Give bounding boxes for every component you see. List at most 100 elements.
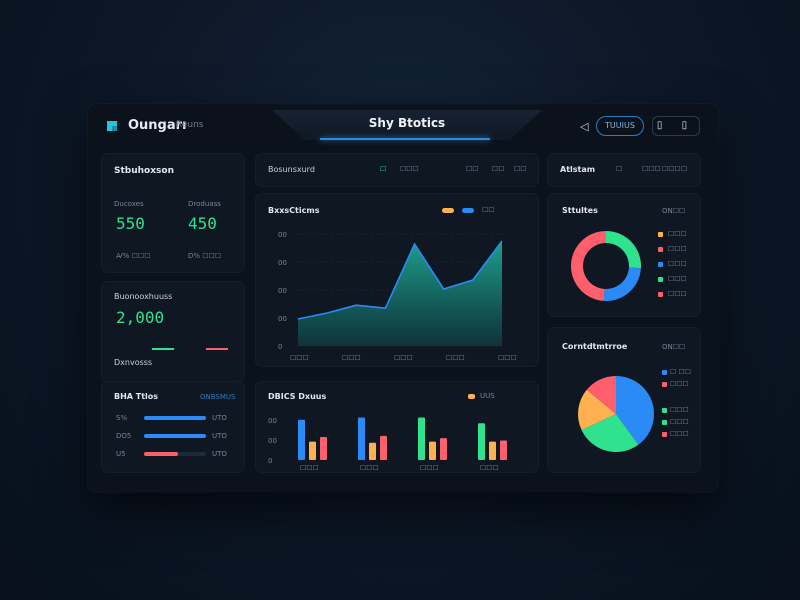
area-legend-text: ☐☐	[482, 206, 495, 214]
settings-card: Atlstam ☐ ☐☐☐ ☐☐☐☐	[548, 154, 700, 186]
tab-item[interactable]: ☐☐	[466, 165, 479, 173]
y-tick-label: 0	[268, 457, 272, 465]
balance-title: Buonooxhuuss	[114, 292, 173, 301]
pie-slice	[578, 389, 616, 431]
sources-row-value: UTO	[212, 432, 227, 440]
bar-chart-title: DBICS Dxuus	[268, 392, 327, 401]
legend-swatch	[468, 394, 475, 399]
settings-item[interactable]: ☐☐☐	[642, 165, 661, 173]
x-tick-label: ☐☐☐	[360, 464, 379, 472]
stats-right-label: Droduass	[188, 200, 221, 208]
sources-row-bar	[144, 434, 206, 438]
legend-label: ☐☐☐	[668, 290, 687, 298]
bar	[298, 419, 305, 460]
donut-chart	[571, 231, 641, 301]
bar	[380, 435, 387, 460]
legend-swatch	[662, 408, 667, 413]
x-tick-label: ☐☐☐	[290, 354, 309, 362]
x-tick-label: ☐☐☐	[394, 354, 413, 362]
y-tick-label: 00	[268, 437, 277, 445]
pie-link[interactable]: ON☐☐	[662, 343, 686, 351]
legend-label: ☐☐☐	[670, 418, 689, 426]
y-tick-label: 00	[268, 417, 277, 425]
app-subtitle: Reuns	[176, 120, 204, 130]
stats-right-foot: D% ☐☐☐	[188, 252, 222, 260]
pie-card: Corntdtmtrroe ON☐☐ ☐ ☐☐ ☐☐☐ ☐☐☐ ☐☐☐ ☐☐☐	[548, 328, 700, 472]
balance-bar-red	[206, 348, 228, 350]
bar	[320, 437, 327, 460]
stats-left-value: 550	[116, 214, 145, 233]
y-tick-label: 00	[278, 231, 287, 239]
stats-card-title: Stbuhoxson	[114, 166, 174, 176]
settings-item[interactable]: ☐	[616, 165, 623, 173]
stats-right-value: 450	[188, 214, 217, 233]
sources-row-label: U5	[116, 450, 126, 458]
donut-slice	[571, 253, 605, 301]
y-tick-label: 00	[278, 259, 287, 267]
tab-item[interactable]: ☐☐☐	[400, 165, 419, 173]
bar	[440, 438, 447, 460]
y-tick-label: 00	[278, 287, 287, 295]
legend-swatch	[462, 208, 474, 213]
legend-swatch	[658, 292, 663, 297]
area-chart-title: BxxsCticms	[268, 206, 320, 215]
tab-item[interactable]: ☐☐	[514, 165, 527, 173]
bar	[489, 441, 496, 460]
primary-action-button[interactable]: TUUIUS	[596, 116, 644, 136]
balance-foot-label: Dxnvosss	[114, 358, 153, 367]
legend-label: ☐☐☐	[668, 275, 687, 283]
area-line	[297, 240, 503, 320]
back-icon[interactable]: ◁	[580, 120, 589, 133]
tab-item[interactable]: ☐☐	[492, 165, 505, 173]
legend-swatch	[662, 420, 667, 425]
tab-item[interactable]: ☐	[380, 165, 387, 173]
legend-label: ☐☐☐	[668, 245, 687, 253]
center-tab-glow	[320, 138, 490, 140]
bar	[418, 417, 425, 460]
pie-slice	[616, 376, 654, 445]
legend-swatch	[662, 370, 667, 375]
sources-row-bar	[144, 416, 206, 420]
donut-slice	[603, 267, 641, 301]
settings-item[interactable]: ☐☐☐☐	[662, 165, 688, 173]
bar	[369, 442, 376, 460]
x-tick-label: ☐☐☐	[480, 464, 499, 472]
x-tick-label: ☐☐☐	[300, 464, 319, 472]
x-tick-label: ☐☐☐	[342, 354, 361, 362]
sources-card: BHA Ttlos ONBSMUS S% UTO DO5 UTO U5 UTO	[102, 382, 244, 472]
legend-label: ☐☐☐	[670, 430, 689, 438]
bar	[500, 440, 507, 460]
bar	[478, 423, 485, 460]
sources-row-bar	[144, 452, 178, 456]
sources-link[interactable]: ONBSMUS	[200, 393, 236, 401]
page-title: Shy Btotics	[368, 116, 446, 130]
sources-row-value: UTO	[212, 414, 227, 422]
legend-swatch	[658, 232, 663, 237]
window-controls-button[interactable]: ▯ ▯	[652, 116, 700, 136]
pie-title: Corntdtmtrroe	[562, 342, 628, 351]
sources-row-label: DO5	[116, 432, 132, 440]
balance-bar-green	[152, 348, 174, 350]
legend-label: ☐☐☐	[670, 406, 689, 414]
settings-title: Atlstam	[560, 165, 596, 174]
pie-slice	[581, 414, 639, 452]
y-tick-label: 00	[278, 315, 287, 323]
legend-swatch	[662, 382, 667, 387]
balance-card: Buonooxhuuss 2,000 Dxnvosss	[102, 282, 244, 382]
bar-chart-card: DBICS Dxuus UUS 00 00 0 ☐☐☐ ☐☐☐ ☐☐☐ ☐☐☐	[256, 382, 538, 472]
sources-row-value: UTO	[212, 450, 227, 458]
dashboard-window: Oungarı Reuns Shy Btotics ◁ TUUIUS ▯ ▯ S…	[88, 104, 718, 492]
legend-swatch	[662, 432, 667, 437]
donut-card: Sttultes ON☐☐ ☐☐☐ ☐☐☐ ☐☐☐ ☐☐☐ ☐☐☐	[548, 194, 700, 316]
bar	[358, 417, 365, 460]
balance-value: 2,000	[116, 308, 165, 327]
donut-slice	[606, 231, 641, 269]
x-tick-label: ☐☐☐	[420, 464, 439, 472]
area-chart-card: BxxsCticms ☐☐ 00 00 00 00 0 ☐☐☐ ☐☐☐ ☐☐☐ ☐☐☐ ☐☐☐	[256, 194, 538, 366]
logo-icon	[107, 121, 117, 131]
x-tick-label: ☐☐☐	[446, 354, 465, 362]
stats-left-label: Ducoxes	[114, 200, 144, 208]
donut-link[interactable]: ON☐☐	[662, 207, 686, 215]
